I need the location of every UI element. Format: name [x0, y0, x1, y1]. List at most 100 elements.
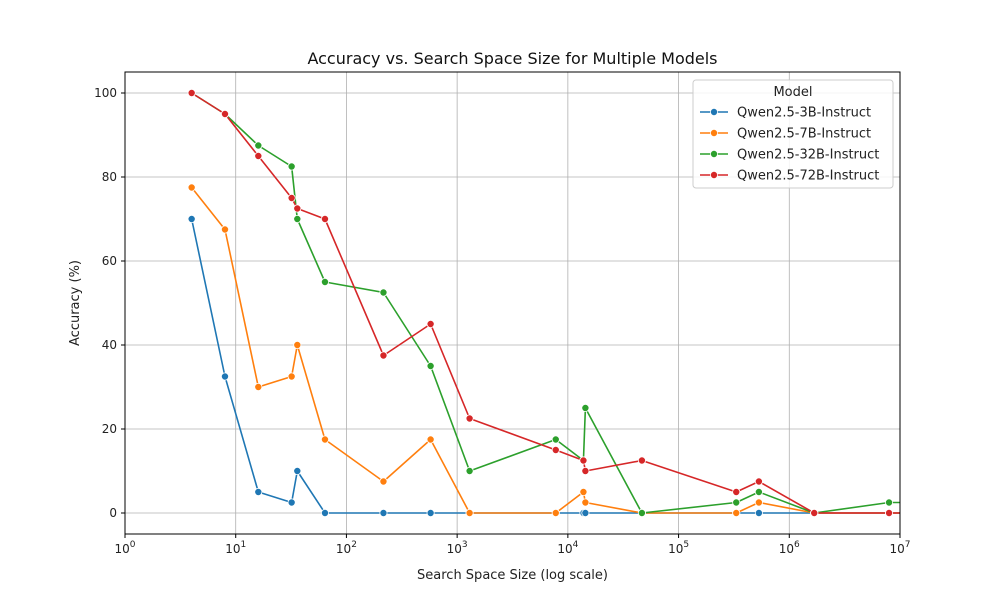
data-point-qwen2-5-72b-instruct: [914, 509, 921, 516]
data-point-qwen2-5-7b-instruct: [187, 183, 196, 192]
y-tick-label: 60: [102, 254, 117, 268]
data-point-qwen2-5-32b-instruct: [581, 403, 590, 412]
y-tick-label: 100: [94, 86, 117, 100]
y-tick-label: 80: [102, 170, 117, 184]
x-tick-label: 100: [114, 540, 135, 556]
data-point-qwen2-5-72b-instruct: [885, 508, 894, 517]
data-point-qwen2-5-3b-instruct: [754, 508, 763, 517]
data-point-qwen2-5-7b-instruct: [426, 435, 435, 444]
x-tick-label-exponent: 3: [462, 540, 468, 550]
data-point-qwen2-5-32b-instruct: [637, 508, 646, 517]
data-point-qwen2-5-32b-instruct: [293, 214, 302, 223]
legend: Model Qwen2.5-3B-Instruct Qwen2.5-7B-Inst…: [692, 79, 894, 189]
legend-swatch-marker: [710, 149, 719, 158]
y-axis-ticks: 0 20 40 60 80 100: [94, 86, 125, 520]
data-point-qwen2-5-72b-instruct: [637, 456, 646, 465]
data-point-qwen2-5-7b-instruct: [465, 508, 474, 517]
x-tick-label-base: 10: [668, 542, 683, 556]
data-point-qwen2-5-32b-instruct: [465, 466, 474, 475]
series-markers: [187, 89, 921, 517]
legend-label-qwen2-5-3b-instruct: Qwen2.5-3B-Instruct: [737, 106, 871, 121]
x-tick-label-base: 10: [447, 542, 462, 556]
x-tick-label-exponent: 2: [351, 540, 357, 550]
y-tick-label: 40: [102, 338, 117, 352]
series-line-qwen2-5-32b-instruct: [191, 92, 900, 514]
data-point-qwen2-5-32b-instruct: [379, 288, 388, 297]
x-tick-label-base: 10: [114, 542, 129, 556]
x-tick-label: 105: [668, 540, 689, 556]
data-point-qwen2-5-3b-instruct: [914, 509, 921, 516]
data-point-qwen2-5-32b-instruct: [320, 277, 329, 286]
x-tick-label-base: 10: [889, 542, 904, 556]
data-point-qwen2-5-7b-instruct: [320, 435, 329, 444]
data-point-qwen2-5-3b-instruct: [293, 466, 302, 475]
data-point-qwen2-5-3b-instruct: [187, 214, 196, 223]
legend-swatch-marker: [710, 170, 719, 179]
x-tick-label: 107: [889, 540, 910, 556]
x-tick-label-base: 10: [336, 542, 351, 556]
data-point-qwen2-5-3b-instruct: [320, 508, 329, 517]
data-point-qwen2-5-32b-instruct: [287, 162, 296, 171]
data-point-qwen2-5-72b-instruct: [754, 477, 763, 486]
y-axis-title: Accuracy (%): [68, 260, 83, 346]
x-tick-label-base: 10: [557, 542, 572, 556]
data-point-qwen2-5-7b-instruct: [754, 498, 763, 507]
series-lines: [190, 92, 900, 514]
legend-label-qwen2-5-72b-instruct: Qwen2.5-72B-Instruct: [737, 169, 879, 184]
data-point-qwen2-5-3b-instruct: [254, 487, 263, 496]
legend-swatch-marker: [710, 108, 719, 117]
data-point-qwen2-5-32b-instruct: [551, 435, 560, 444]
data-point-qwen2-5-72b-instruct: [379, 351, 388, 360]
legend-label-qwen2-5-7b-instruct: Qwen2.5-7B-Instruct: [737, 127, 871, 142]
data-point-qwen2-5-72b-instruct: [287, 193, 296, 202]
series-line-qwen2-5-72b-instruct: [191, 92, 900, 514]
x-tick-label-exponent: 5: [683, 540, 689, 550]
data-point-qwen2-5-32b-instruct: [885, 498, 894, 507]
x-tick-label-exponent: 7: [905, 540, 911, 550]
data-point-qwen2-5-72b-instruct: [581, 466, 590, 475]
data-point-qwen2-5-72b-instruct: [187, 89, 196, 98]
data-point-qwen2-5-32b-instruct: [426, 361, 435, 370]
data-point-qwen2-5-7b-instruct: [254, 382, 263, 391]
x-tick-label-exponent: 1: [240, 540, 246, 550]
data-point-qwen2-5-7b-instruct: [379, 477, 388, 486]
legend-frame: [692, 79, 894, 189]
data-point-qwen2-5-32b-instruct: [254, 141, 263, 150]
data-point-qwen2-5-3b-instruct: [426, 508, 435, 517]
legend-swatch-marker: [710, 128, 719, 137]
data-point-qwen2-5-3b-instruct: [220, 372, 229, 381]
data-point-qwen2-5-7b-instruct: [579, 487, 588, 496]
data-point-qwen2-5-7b-instruct: [732, 508, 741, 517]
data-point-qwen2-5-32b-instruct: [754, 487, 763, 496]
x-tick-label-base: 10: [779, 542, 794, 556]
data-point-qwen2-5-7b-instruct: [287, 372, 296, 381]
x-tick-label-exponent: 6: [794, 540, 800, 550]
chart-title: Accuracy vs. Search Space Size for Multi…: [307, 49, 717, 68]
x-tick-label-base: 10: [225, 542, 240, 556]
data-point-qwen2-5-72b-instruct: [254, 151, 263, 160]
data-point-qwen2-5-72b-instruct: [579, 456, 588, 465]
x-tick-label: 102: [336, 540, 357, 556]
data-point-qwen2-5-3b-instruct: [379, 508, 388, 517]
data-point-qwen2-5-72b-instruct: [426, 319, 435, 328]
y-tick-label: 20: [102, 422, 117, 436]
data-point-qwen2-5-32b-instruct: [914, 499, 921, 506]
legend-title: Model: [773, 85, 812, 100]
data-point-qwen2-5-72b-instruct: [465, 414, 474, 423]
x-tick-label-exponent: 0: [130, 540, 136, 550]
data-point-qwen2-5-7b-instruct: [581, 498, 590, 507]
data-point-qwen2-5-72b-instruct: [732, 487, 741, 496]
x-axis-ticks: 100 101 102 103 104 105 106 107: [114, 534, 911, 556]
data-point-qwen2-5-7b-instruct: [293, 340, 302, 349]
x-tick-label: 103: [447, 540, 468, 556]
data-point-qwen2-5-72b-instruct: [220, 110, 229, 119]
data-point-qwen2-5-72b-instruct: [551, 445, 560, 454]
data-point-qwen2-5-72b-instruct: [810, 508, 819, 517]
data-point-qwen2-5-7b-instruct: [914, 509, 921, 516]
data-point-qwen2-5-7b-instruct: [220, 225, 229, 234]
x-tick-label: 101: [225, 540, 246, 556]
plot-frame: [124, 71, 901, 535]
data-point-qwen2-5-3b-instruct: [287, 498, 296, 507]
x-tick-label: 104: [557, 540, 578, 556]
